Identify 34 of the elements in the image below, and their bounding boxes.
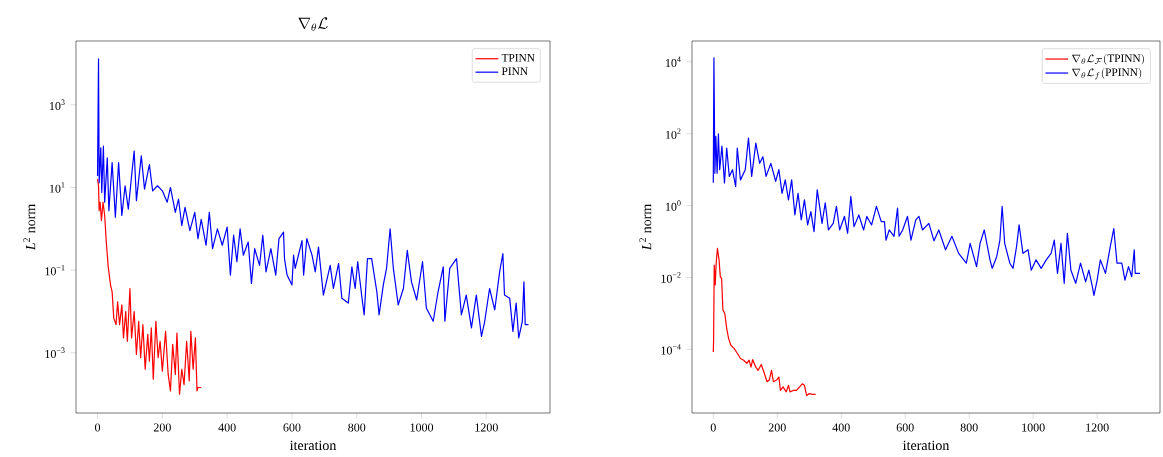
y-tick-label: 10$^{0}$ bbox=[665, 200, 681, 211]
x-tick-label: 800 bbox=[960, 423, 978, 432]
line-series bbox=[96, 178, 202, 395]
line-series bbox=[712, 247, 817, 397]
y-tick-label: 10$^{−1}$ bbox=[45, 264, 65, 276]
legend-label: $\nabla_{\theta}\mathcal{L}_{f}\mathrm{(PPINN)}$ bbox=[1072, 68, 1142, 80]
x-tick-label: 400 bbox=[218, 423, 236, 432]
y-tick-label: 10$^{−3}$ bbox=[45, 347, 65, 359]
x-tick-label: 0 bbox=[95, 423, 101, 432]
x-axis-title: iteration bbox=[902, 440, 950, 451]
chart-title: $\nabla_{\theta}\mathcal{L}$ bbox=[298, 17, 328, 32]
y-tick-label: 10$^{1}$ bbox=[49, 182, 65, 193]
x-tick-label: 1000 bbox=[1022, 423, 1045, 432]
x-tick-label: 0 bbox=[710, 423, 716, 432]
legend-label: TPINN bbox=[501, 54, 535, 62]
x-tick-label: 1200 bbox=[1086, 423, 1109, 432]
x-tick-label: 600 bbox=[283, 423, 301, 432]
x-tick-label: 600 bbox=[896, 423, 914, 432]
x-tick-label: 200 bbox=[153, 423, 171, 432]
x-tick-label: 1200 bbox=[475, 423, 498, 432]
y-tick-label: 10$^{2}$ bbox=[665, 128, 681, 139]
y-tick-label: 10$^{−2}$ bbox=[661, 272, 681, 283]
y-tick-label: 10$^{3}$ bbox=[49, 99, 65, 111]
legend-label: PINN bbox=[501, 67, 528, 75]
x-tick-label: 800 bbox=[348, 423, 366, 432]
legend-label: $\nabla_{\theta}\mathcal{L}_{\mathcal{F}}\mathrm{(TPINN)}$ bbox=[1072, 54, 1144, 65]
y-tick-label: 10$^{4}$ bbox=[665, 56, 681, 68]
x-tick-label: 200 bbox=[768, 423, 786, 432]
x-tick-label: 1000 bbox=[410, 423, 434, 432]
x-axis-title: iteration bbox=[289, 440, 337, 451]
y-axis-title: L$^{2}$ norm bbox=[639, 204, 652, 251]
y-axis-title: L$^{2}$ norm bbox=[23, 204, 36, 251]
y-tick-label: 10$^{−4}$ bbox=[661, 344, 681, 355]
x-tick-label: 400 bbox=[832, 423, 850, 432]
